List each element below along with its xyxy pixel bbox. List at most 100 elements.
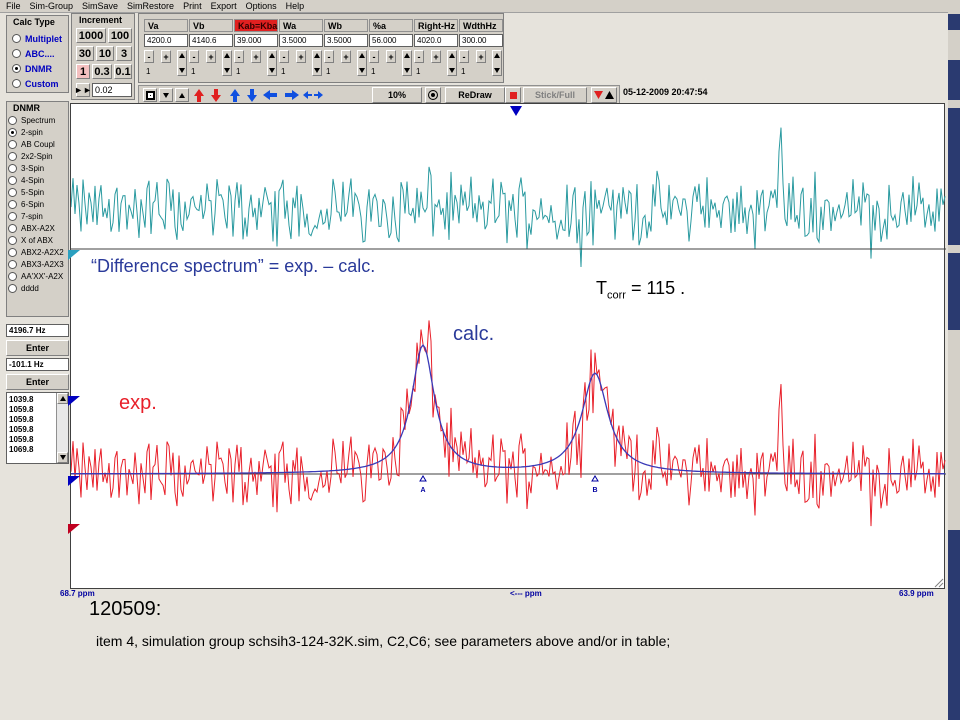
plus-button[interactable]: + bbox=[476, 50, 486, 63]
zoom-button[interactable]: 10% bbox=[372, 87, 422, 103]
dnmr-option[interactable]: 6-Spin bbox=[8, 198, 64, 210]
peak-list-item[interactable]: 1059.8 bbox=[9, 415, 34, 424]
param-wb: Wb 3.5000 - + 1 bbox=[324, 19, 368, 81]
increment-3-button[interactable]: 3 bbox=[116, 46, 132, 61]
scroll-up-button[interactable] bbox=[57, 393, 68, 404]
peak-list-item[interactable]: 1069.8 bbox=[9, 445, 34, 454]
plus-button[interactable]: + bbox=[206, 50, 216, 63]
param-label: WdthHz bbox=[459, 19, 503, 32]
dnmr-option[interactable]: 2-spin bbox=[8, 126, 64, 138]
calc-type-multiplet[interactable]: Multiplet bbox=[12, 31, 62, 46]
minus-button[interactable]: - bbox=[189, 50, 199, 63]
param-spin-button[interactable] bbox=[402, 50, 412, 76]
menu-sim-group[interactable]: Sim-Group bbox=[29, 1, 74, 11]
calc-type-custom[interactable]: Custom bbox=[12, 76, 62, 91]
dnmr-option[interactable]: dddd bbox=[8, 282, 64, 294]
dnmr-option[interactable]: AB Coupl bbox=[8, 138, 64, 150]
increment-30-button[interactable]: 30 bbox=[76, 46, 94, 61]
dnmr-option[interactable]: 4-Spin bbox=[8, 174, 64, 186]
enter-button-2[interactable]: Enter bbox=[6, 374, 69, 390]
minus-button[interactable]: - bbox=[324, 50, 334, 63]
peak-list-scrollbar[interactable] bbox=[56, 393, 68, 463]
param-spin-button[interactable] bbox=[177, 50, 187, 76]
cursor-hz-field-2[interactable]: -101.1 Hz bbox=[6, 358, 69, 371]
dnmr-option[interactable]: 2x2-Spin bbox=[8, 150, 64, 162]
dnmr-option-label: 7-spin bbox=[21, 211, 43, 221]
param-spin-button[interactable] bbox=[447, 50, 457, 76]
param-value-field[interactable]: 3.5000 bbox=[279, 34, 323, 47]
minus-button[interactable]: - bbox=[459, 50, 469, 63]
plus-button[interactable]: + bbox=[296, 50, 306, 63]
dnmr-option[interactable]: ABX2-A2X2 bbox=[8, 246, 64, 258]
save-button[interactable] bbox=[143, 88, 157, 102]
calc-type-abc[interactable]: ABC.... bbox=[12, 46, 62, 61]
dnmr-option[interactable]: X of ABX bbox=[8, 234, 64, 246]
redraw-button[interactable]: ReDraw bbox=[445, 87, 505, 103]
param-spin-button[interactable] bbox=[492, 50, 502, 76]
peak-list-item[interactable]: 1059.8 bbox=[9, 425, 34, 434]
increment-1000-button[interactable]: 1000 bbox=[76, 28, 106, 43]
menu-export[interactable]: Export bbox=[210, 1, 237, 11]
param-spin-button[interactable] bbox=[222, 50, 232, 76]
minus-button[interactable]: - bbox=[144, 50, 154, 63]
cursor-hz-field-1[interactable]: 4196.7 Hz bbox=[6, 324, 69, 337]
plus-button[interactable]: + bbox=[161, 50, 171, 63]
plus-button[interactable]: + bbox=[251, 50, 261, 63]
plus-button[interactable]: + bbox=[386, 50, 396, 63]
dnmr-option[interactable]: ABX3-A2X3 bbox=[8, 258, 64, 270]
fast-forward-button[interactable]: ►► bbox=[74, 83, 92, 97]
calc-type-dnmr[interactable]: DNMR bbox=[12, 61, 62, 76]
increment-0.3-button[interactable]: 0.3 bbox=[92, 64, 112, 79]
plus-button[interactable]: + bbox=[341, 50, 351, 63]
minus-button[interactable]: - bbox=[279, 50, 289, 63]
param-spin-button[interactable] bbox=[267, 50, 277, 76]
shift-up-button[interactable] bbox=[175, 88, 189, 102]
dnmr-option-label: dddd bbox=[21, 283, 39, 293]
resize-grip-icon[interactable] bbox=[934, 578, 944, 588]
stop-button[interactable] bbox=[505, 87, 521, 103]
updown-toggle-button[interactable] bbox=[591, 87, 617, 103]
dnmr-option[interactable]: Spectrum bbox=[8, 114, 64, 126]
menu-simsave[interactable]: SimSave bbox=[82, 1, 119, 11]
calc-type-label: Custom bbox=[25, 78, 59, 89]
param-spin-button[interactable] bbox=[357, 50, 367, 76]
param-value-field[interactable]: 300.00 bbox=[459, 34, 503, 47]
param-value-field[interactable]: 4140.6 bbox=[189, 34, 233, 47]
dnmr-title: DNMR bbox=[13, 103, 40, 113]
increment-1-button[interactable]: 1 bbox=[76, 64, 90, 79]
minus-button[interactable]: - bbox=[414, 50, 424, 63]
stick-full-button[interactable]: Stick/Full bbox=[523, 87, 587, 103]
increment-10-button[interactable]: 10 bbox=[96, 46, 114, 61]
param-value-field[interactable]: 4200.0 bbox=[144, 34, 188, 47]
minus-button[interactable]: - bbox=[234, 50, 244, 63]
dnmr-option[interactable]: 7-spin bbox=[8, 210, 64, 222]
param-value-field[interactable]: 4020.0 bbox=[414, 34, 458, 47]
param-value-field[interactable]: 39.000 bbox=[234, 34, 278, 47]
param-value-field[interactable]: 3.5000 bbox=[324, 34, 368, 47]
peak-list-item[interactable]: 1059.8 bbox=[9, 405, 34, 414]
dnmr-option[interactable]: 3-Spin bbox=[8, 162, 64, 174]
plus-button[interactable]: + bbox=[431, 50, 441, 63]
dropdown-button[interactable] bbox=[159, 88, 173, 102]
menu-simrestore[interactable]: SimRestore bbox=[127, 1, 175, 11]
peak-list-item[interactable]: 1059.8 bbox=[9, 435, 34, 444]
dnmr-option[interactable]: 5-Spin bbox=[8, 186, 64, 198]
increment-100-button[interactable]: 100 bbox=[108, 28, 132, 43]
increment-value-field[interactable]: 0.02 bbox=[92, 83, 132, 97]
dnmr-option[interactable]: ABX-A2X bbox=[8, 222, 64, 234]
dnmr-option[interactable]: AA'XX'-A2X bbox=[8, 270, 64, 282]
minus-button[interactable]: - bbox=[369, 50, 379, 63]
param-spin-button[interactable] bbox=[312, 50, 322, 76]
peak-list-item[interactable]: 1039.8 bbox=[9, 395, 34, 404]
target-button[interactable] bbox=[425, 87, 441, 103]
scroll-down-button[interactable] bbox=[57, 452, 68, 463]
peak-list[interactable]: 1039.8 1059.8 1059.8 1059.8 1059.8 1069.8 bbox=[6, 392, 69, 464]
enter-button-1[interactable]: Enter bbox=[6, 340, 69, 356]
param-value-field[interactable]: 56.000 bbox=[369, 34, 413, 47]
increment-0.1-button[interactable]: 0.1 bbox=[114, 64, 132, 79]
menu-file[interactable]: File bbox=[6, 1, 21, 11]
menu-options[interactable]: Options bbox=[245, 1, 277, 11]
menu-print[interactable]: Print bbox=[183, 1, 202, 11]
menu-help[interactable]: Help bbox=[285, 1, 305, 11]
